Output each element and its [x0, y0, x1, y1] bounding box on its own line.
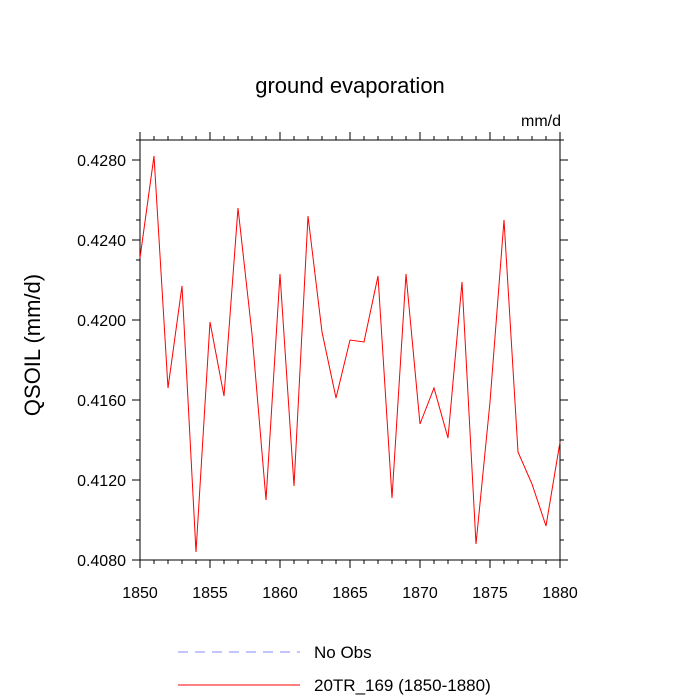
y-axis-label: QSOIL (mm/d) — [20, 274, 45, 416]
y-tick-label-4: 0.4240 — [77, 233, 126, 250]
chart-title: ground evaporation — [255, 73, 445, 98]
legend-label-20tr-169: 20TR_169 (1850-1880) — [314, 676, 491, 695]
x-tick-label-1855: 1855 — [192, 585, 228, 602]
y-tick-label-1: 0.4120 — [77, 473, 126, 490]
y-tick-label-3: 0.4200 — [77, 313, 126, 330]
y-tick-label-2: 0.4160 — [77, 393, 126, 410]
x-tick-label-1860: 1860 — [262, 585, 298, 602]
units-label: mm/d — [521, 113, 561, 130]
series-layer — [139, 155, 561, 553]
x-tick-label-1870: 1870 — [402, 585, 438, 602]
x-tick-label-1880: 1880 — [542, 585, 578, 602]
axis-tick-labels: 1850 1855 1860 1865 1870 1875 1880 0.4080 0.4120… — [77, 153, 578, 602]
x-tick-label-1865: 1865 — [332, 585, 368, 602]
plot-frame — [139, 139, 561, 561]
x-tick-label-1875: 1875 — [472, 585, 508, 602]
axis-ticks — [132, 132, 568, 568]
legend-label-no-obs: No Obs — [314, 643, 372, 662]
y-tick-label-0: 0.4080 — [77, 553, 126, 570]
series-line-1 — [139, 155, 561, 553]
x-tick-label-1850: 1850 — [122, 585, 158, 602]
y-tick-label-5: 0.4280 — [77, 153, 126, 170]
legend: No Obs 20TR_169 (1850-1880) — [178, 643, 491, 695]
